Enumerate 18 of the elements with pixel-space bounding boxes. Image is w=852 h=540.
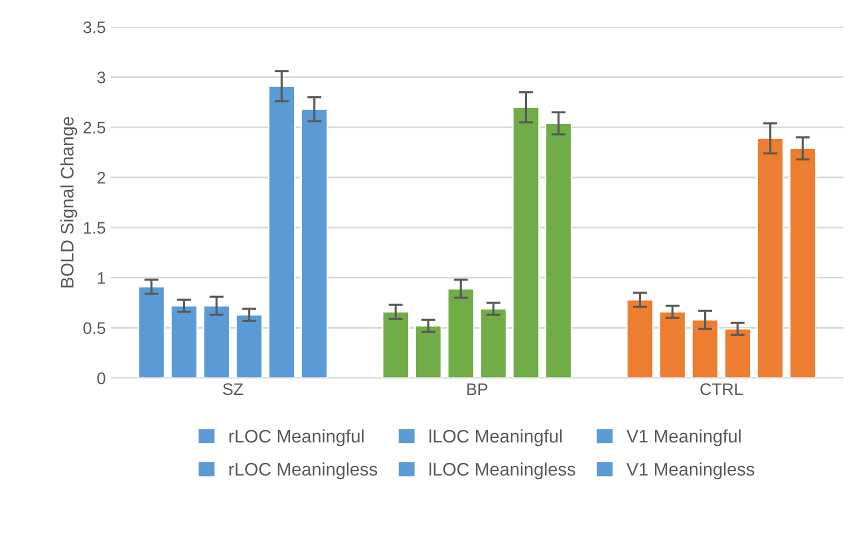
y-tick-label: 0 — [97, 372, 106, 384]
y-tick-label: 3.5 — [83, 21, 106, 34]
legend-label: rLOC Meaningless — [229, 462, 378, 480]
x-tick-label: BP — [467, 383, 488, 395]
legend-label: rLOC Meaningful — [229, 429, 364, 446]
legend-label: V1 Meaningless — [626, 462, 754, 480]
y-tick-label: 1 — [98, 272, 106, 284]
legend-label: lLOC Meaningful — [430, 429, 562, 446]
legend-label: V1 Meaningful — [626, 429, 741, 446]
y-tick-label: 2.5 — [84, 122, 106, 134]
x-tick-label: SZ — [222, 383, 244, 396]
y-tick-label: 3 — [97, 72, 106, 84]
y-axis-title: BOLD Signal Change — [60, 116, 78, 288]
legend-label: lLOC Meaningless — [430, 462, 576, 480]
y-tick-label: 2 — [97, 172, 106, 184]
x-tick-label: CTRL — [700, 383, 743, 396]
y-tick-label: 0.5 — [83, 322, 106, 334]
y-tick-label: 1.5 — [84, 222, 106, 234]
